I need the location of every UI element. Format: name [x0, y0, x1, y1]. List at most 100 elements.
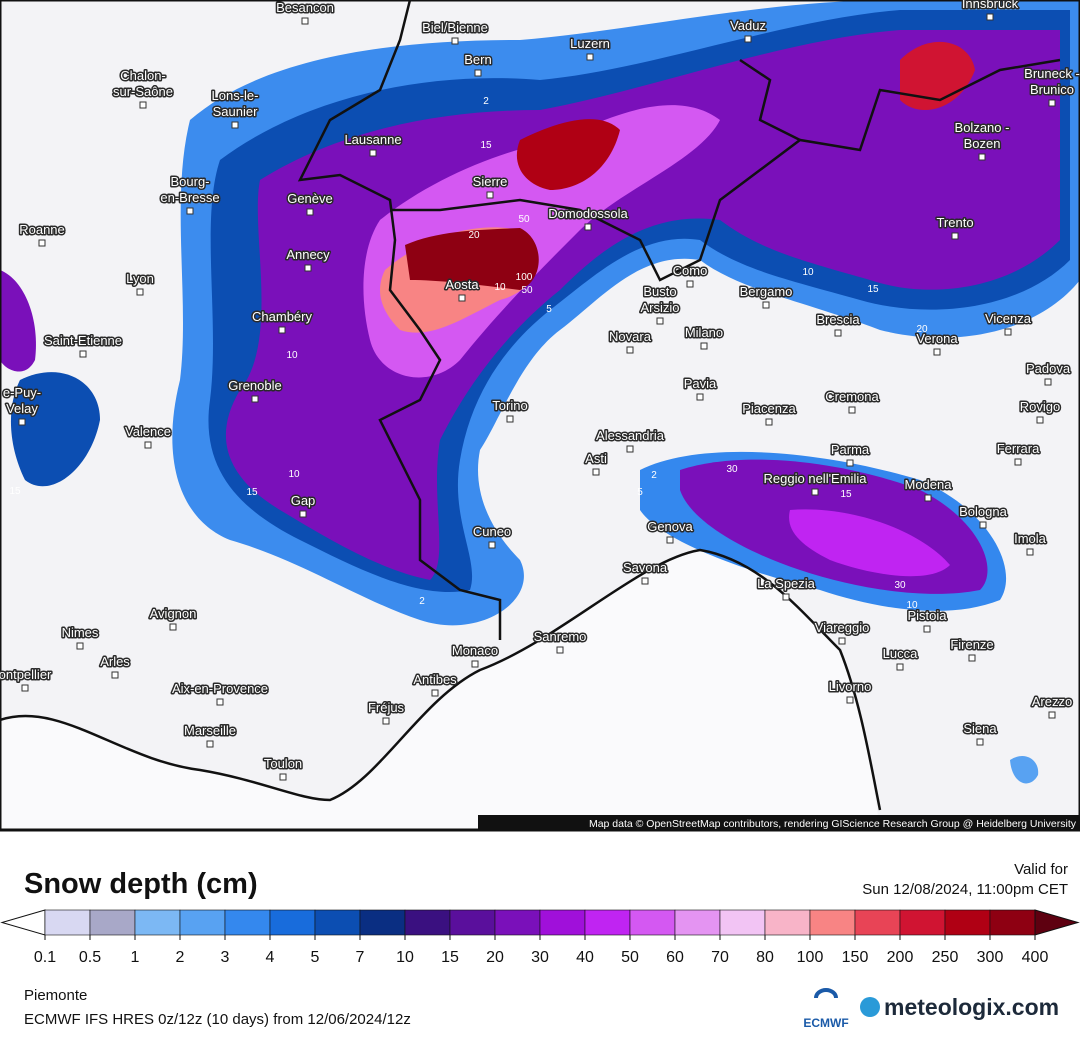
city-label: ontpellier	[0, 667, 52, 682]
colorbar-swatch	[674, 909, 721, 936]
contour-label: 20	[468, 230, 480, 241]
snow-areas	[0, 0, 1080, 784]
attribution: Map data © OpenStreetMap contributors, r…	[589, 818, 1077, 830]
city-label: Aix-en-Provence	[172, 681, 268, 696]
sea	[0, 550, 880, 830]
city-label: Busto	[643, 284, 676, 299]
valid-time: Sun 12/08/2024, 11:00pm CET	[862, 881, 1068, 898]
city-marker	[279, 773, 287, 781]
city-marker	[951, 232, 959, 240]
city-label: Grenoble	[228, 378, 281, 393]
city-label: Chambéry	[252, 309, 312, 324]
city-label: Genova	[647, 519, 693, 534]
colorbar-swatch	[854, 909, 901, 936]
contour-label: 2	[483, 96, 489, 107]
city-marker	[978, 153, 986, 161]
city-marker	[474, 69, 482, 77]
colorbar-swatch	[809, 909, 856, 936]
colorbar-swatch	[539, 909, 586, 936]
colorbar-tick-label: 50	[621, 949, 639, 966]
colorbar-tick-label: 1	[131, 949, 140, 966]
city-label: Saunier	[213, 104, 258, 119]
contour-label: 50	[521, 285, 533, 296]
city-label: Chalon-	[120, 68, 166, 83]
contour-label: 5	[637, 487, 643, 498]
city-marker	[765, 418, 773, 426]
city-marker	[666, 536, 674, 544]
city-marker	[79, 350, 87, 358]
city-label: Roanne	[19, 222, 65, 237]
contour-label: 2	[419, 596, 425, 607]
city-label: Como	[673, 263, 708, 278]
city-marker	[1014, 458, 1022, 466]
city-label: Fréjus	[368, 700, 405, 715]
city-marker	[144, 441, 152, 449]
city-marker	[21, 684, 29, 692]
contour-label: 10	[286, 350, 298, 361]
colorbar-swatch	[314, 909, 361, 936]
city-label: en-Bresse	[160, 190, 219, 205]
city-marker	[299, 510, 307, 518]
city-label: Pavia	[684, 376, 717, 391]
city-marker	[923, 625, 931, 633]
city-label: Valence	[125, 424, 171, 439]
contour-label: 15	[9, 486, 21, 497]
colorbar-swatch	[764, 909, 811, 936]
city-label: Pistoia	[907, 608, 947, 623]
city-label: Padova	[1026, 361, 1071, 376]
city-label: Sierre	[473, 174, 508, 189]
city-marker	[846, 459, 854, 467]
city-label: Parma	[831, 442, 870, 457]
border	[390, 58, 1061, 282]
colorbar-tick-label: 80	[756, 949, 774, 966]
city-marker	[18, 418, 26, 426]
colorbar-under	[0, 909, 46, 936]
contour-label: 10	[802, 267, 814, 278]
colorbar-swatch	[89, 909, 136, 936]
city-label: Novara	[609, 329, 652, 344]
colorbar-swatch	[899, 909, 946, 936]
colorbar-tick-label: 4	[266, 949, 275, 966]
city-label: Toulon	[264, 756, 302, 771]
borders	[0, 0, 1061, 811]
colorbar-swatch	[629, 909, 676, 936]
city-label: Firenze	[950, 637, 993, 652]
city-label: Bolzano -	[955, 120, 1010, 135]
colorbar-tick-label: 2	[176, 949, 185, 966]
ecmwf-logo: ECMWF	[803, 1016, 848, 1030]
city-marker	[592, 468, 600, 476]
city-marker	[976, 738, 984, 746]
attribution-bg	[478, 815, 1080, 830]
city-label: Aosta	[445, 277, 479, 292]
city-label: Saint-Etienne	[44, 333, 122, 348]
city-label: Bern	[464, 52, 491, 67]
city-label: Genève	[287, 191, 333, 206]
city-marker	[626, 445, 634, 453]
colorbar-swatch	[584, 909, 631, 936]
city-label: Ferrara	[997, 441, 1040, 456]
contour-label: 15	[867, 284, 879, 295]
colorbar-swatch	[989, 909, 1036, 936]
city-marker	[231, 121, 239, 129]
contour-label: 20	[916, 324, 928, 335]
city-label: Rovigo	[1020, 399, 1060, 414]
city-marker	[136, 288, 144, 296]
city-marker	[278, 326, 286, 334]
colorbar-swatch	[944, 909, 991, 936]
city-marker	[846, 696, 854, 704]
colorbar-swatch	[44, 909, 91, 936]
contour-label: 50	[518, 214, 530, 225]
city-label: Arezzo	[1032, 694, 1072, 709]
city-marker	[382, 717, 390, 725]
colorbar-swatch	[224, 909, 271, 936]
city-label: Brunico	[1030, 82, 1074, 97]
colorbar-swatch	[404, 909, 451, 936]
city-label: Avignon	[150, 606, 197, 621]
city-label: Imola	[1014, 531, 1047, 546]
colorbar-tick-label: 40	[576, 949, 594, 966]
city-label: Cremona	[825, 389, 879, 404]
city-label: Asti	[585, 451, 607, 466]
colorbar-tick-label: 10	[396, 949, 414, 966]
